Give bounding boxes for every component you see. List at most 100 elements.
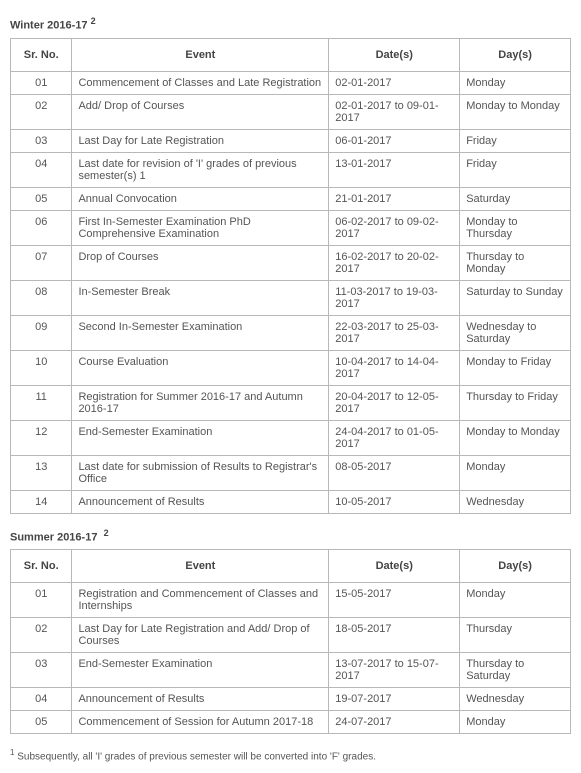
cell-dates: 18-05-2017 bbox=[329, 618, 460, 653]
cell-dates: 10-04-2017 to 14-04-2017 bbox=[329, 350, 460, 385]
cell-event: Commencement of Session for Autumn 2017-… bbox=[72, 711, 329, 734]
cell-event: Last date for revision of 'I' grades of … bbox=[72, 152, 329, 187]
cell-days: Monday to Monday bbox=[460, 94, 571, 129]
cell-sr: 05 bbox=[11, 187, 72, 210]
table-row: 01Commencement of Classes and Late Regis… bbox=[11, 71, 571, 94]
cell-dates: 13-07-2017 to 15-07-2017 bbox=[329, 653, 460, 688]
cell-days: Friday bbox=[460, 129, 571, 152]
cell-days: Monday bbox=[460, 711, 571, 734]
cell-dates: 06-02-2017 to 09-02-2017 bbox=[329, 210, 460, 245]
cell-sr: 07 bbox=[11, 245, 72, 280]
table-row: 03End-Semester Examination13-07-2017 to … bbox=[11, 653, 571, 688]
cell-event: First In-Semester Examination PhD Compre… bbox=[72, 210, 329, 245]
cell-sr: 04 bbox=[11, 152, 72, 187]
cell-event: Add/ Drop of Courses bbox=[72, 94, 329, 129]
cell-event: Second In-Semester Examination bbox=[72, 315, 329, 350]
cell-event: Registration and Commencement of Classes… bbox=[72, 583, 329, 618]
col-header-event: Event bbox=[72, 38, 329, 71]
table-row: 07Drop of Courses16-02-2017 to 20-02-201… bbox=[11, 245, 571, 280]
table-row: 12End-Semester Examination24-04-2017 to … bbox=[11, 420, 571, 455]
cell-days: Monday bbox=[460, 455, 571, 490]
table-row: 05Commencement of Session for Autumn 201… bbox=[11, 711, 571, 734]
cell-sr: 02 bbox=[11, 94, 72, 129]
cell-event: End-Semester Examination bbox=[72, 653, 329, 688]
cell-event: Registration for Summer 2016-17 and Autu… bbox=[72, 385, 329, 420]
cell-event: Last Day for Late Registration and Add/ … bbox=[72, 618, 329, 653]
cell-days: Monday bbox=[460, 71, 571, 94]
cell-event: Announcement of Results bbox=[72, 490, 329, 513]
table-row: 02Add/ Drop of Courses02-01-2017 to 09-0… bbox=[11, 94, 571, 129]
cell-days: Monday to Thursday bbox=[460, 210, 571, 245]
table-row: 04Last date for revision of 'I' grades o… bbox=[11, 152, 571, 187]
table-row: 05Annual Convocation21-01-2017Saturday bbox=[11, 187, 571, 210]
cell-days: Thursday to Saturday bbox=[460, 653, 571, 688]
col-header-dates: Date(s) bbox=[329, 550, 460, 583]
cell-dates: 21-01-2017 bbox=[329, 187, 460, 210]
cell-sr: 05 bbox=[11, 711, 72, 734]
cell-days: Thursday to Friday bbox=[460, 385, 571, 420]
col-header-sr: Sr. No. bbox=[11, 550, 72, 583]
cell-event: Course Evaluation bbox=[72, 350, 329, 385]
cell-event: Drop of Courses bbox=[72, 245, 329, 280]
col-header-sr: Sr. No. bbox=[11, 38, 72, 71]
cell-event: Last Day for Late Registration bbox=[72, 129, 329, 152]
cell-sr: 09 bbox=[11, 315, 72, 350]
cell-dates: 19-07-2017 bbox=[329, 688, 460, 711]
cell-days: Saturday bbox=[460, 187, 571, 210]
cell-days: Friday bbox=[460, 152, 571, 187]
cell-sr: 08 bbox=[11, 280, 72, 315]
cell-days: Monday bbox=[460, 583, 571, 618]
cell-days: Monday to Monday bbox=[460, 420, 571, 455]
cell-sr: 01 bbox=[11, 71, 72, 94]
cell-days: Thursday to Monday bbox=[460, 245, 571, 280]
cell-dates: 13-01-2017 bbox=[329, 152, 460, 187]
cell-sr: 03 bbox=[11, 653, 72, 688]
col-header-event: Event bbox=[72, 550, 329, 583]
cell-event: Announcement of Results bbox=[72, 688, 329, 711]
cell-sr: 11 bbox=[11, 385, 72, 420]
cell-dates: 24-04-2017 to 01-05-2017 bbox=[329, 420, 460, 455]
cell-event: Last date for submission of Results to R… bbox=[72, 455, 329, 490]
cell-dates: 20-04-2017 to 12-05-2017 bbox=[329, 385, 460, 420]
cell-dates: 22-03-2017 to 25-03-2017 bbox=[329, 315, 460, 350]
cell-sr: 01 bbox=[11, 583, 72, 618]
cell-sr: 04 bbox=[11, 688, 72, 711]
cell-event: End-Semester Examination bbox=[72, 420, 329, 455]
cell-days: Wednesday bbox=[460, 688, 571, 711]
cell-dates: 06-01-2017 bbox=[329, 129, 460, 152]
cell-dates: 02-01-2017 to 09-01-2017 bbox=[329, 94, 460, 129]
col-header-days: Day(s) bbox=[460, 550, 571, 583]
cell-dates: 24-07-2017 bbox=[329, 711, 460, 734]
table-row: 10Course Evaluation10-04-2017 to 14-04-2… bbox=[11, 350, 571, 385]
cell-event: In-Semester Break bbox=[72, 280, 329, 315]
cell-event: Commencement of Classes and Late Registr… bbox=[72, 71, 329, 94]
cell-dates: 11-03-2017 to 19-03-2017 bbox=[329, 280, 460, 315]
calendar-table: Sr. No.EventDate(s)Day(s)01Commencement … bbox=[10, 38, 571, 514]
cell-dates: 16-02-2017 to 20-02-2017 bbox=[329, 245, 460, 280]
table-row: 13Last date for submission of Results to… bbox=[11, 455, 571, 490]
table-row: 14Announcement of Results10-05-2017Wedne… bbox=[11, 490, 571, 513]
cell-dates: 10-05-2017 bbox=[329, 490, 460, 513]
table-row: 08In-Semester Break11-03-2017 to 19-03-2… bbox=[11, 280, 571, 315]
section-title: Summer 2016-17 2 bbox=[10, 528, 571, 544]
cell-sr: 14 bbox=[11, 490, 72, 513]
cell-days: Thursday bbox=[460, 618, 571, 653]
cell-sr: 02 bbox=[11, 618, 72, 653]
cell-sr: 12 bbox=[11, 420, 72, 455]
calendar-table: Sr. No.EventDate(s)Day(s) 01Registration … bbox=[10, 549, 571, 734]
cell-days: Wednesday bbox=[460, 490, 571, 513]
cell-dates: 15-05-2017 bbox=[329, 583, 460, 618]
cell-sr: 13 bbox=[11, 455, 72, 490]
table-row: 04Announcement of Results19-07-2017Wedne… bbox=[11, 688, 571, 711]
cell-days: Saturday to Sunday bbox=[460, 280, 571, 315]
cell-days: Wednesday to Saturday bbox=[460, 315, 571, 350]
cell-sr: 03 bbox=[11, 129, 72, 152]
cell-days: Monday to Friday bbox=[460, 350, 571, 385]
section-title: Winter 2016-17 2 bbox=[10, 16, 571, 32]
cell-sr: 10 bbox=[11, 350, 72, 385]
table-row: 09Second In-Semester Examination22-03-20… bbox=[11, 315, 571, 350]
cell-dates: 08-05-2017 bbox=[329, 455, 460, 490]
cell-dates: 02-01-2017 bbox=[329, 71, 460, 94]
col-header-days: Day(s) bbox=[460, 38, 571, 71]
table-row: 11Registration for Summer 2016-17 and Au… bbox=[11, 385, 571, 420]
